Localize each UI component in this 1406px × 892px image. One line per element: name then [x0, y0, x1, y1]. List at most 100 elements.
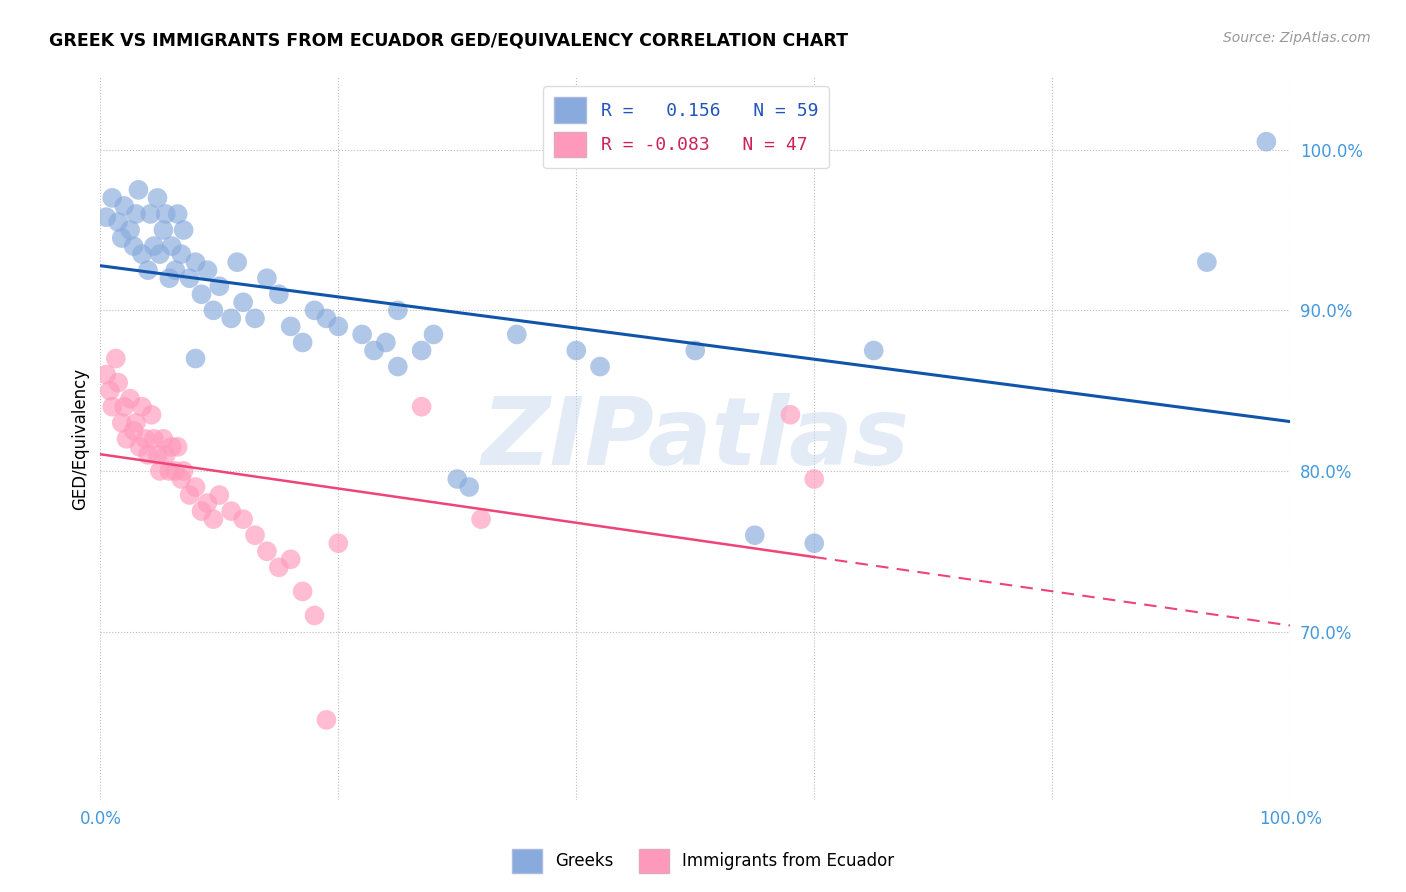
Point [128, 440, 150, 454]
Point [219, 311, 242, 326]
Point [111, 231, 134, 245]
Point [184, 480, 207, 494]
Point [149, 247, 172, 261]
Point [267, 287, 290, 301]
Point [232, 295, 254, 310]
Point [506, 327, 529, 342]
Point [165, 464, 187, 478]
Point [202, 512, 225, 526]
Point [152, 432, 174, 446]
Point [304, 608, 326, 623]
Point [208, 488, 231, 502]
Point [190, 287, 212, 301]
Point [120, 392, 142, 406]
Point [101, 400, 124, 414]
Point [142, 239, 165, 253]
Point [363, 343, 385, 358]
Point [280, 319, 302, 334]
Point [111, 416, 134, 430]
Point [157, 464, 180, 478]
Point [179, 271, 201, 285]
Point [170, 247, 193, 261]
Text: ZIPatlas: ZIPatlas [481, 392, 910, 485]
Point [411, 400, 433, 414]
Point [115, 432, 138, 446]
Point [146, 448, 169, 462]
Point [122, 239, 145, 253]
Point [291, 335, 314, 350]
Point [184, 255, 207, 269]
Point [291, 584, 314, 599]
Text: Source: ZipAtlas.com: Source: ZipAtlas.com [1223, 31, 1371, 45]
Point [142, 432, 165, 446]
Point [280, 552, 302, 566]
Point [166, 440, 188, 454]
Point [173, 223, 195, 237]
Point [173, 464, 195, 478]
Point [202, 303, 225, 318]
Point [112, 400, 135, 414]
Point [166, 207, 188, 221]
Point [136, 263, 159, 277]
Point [422, 327, 444, 342]
Point [1195, 255, 1218, 269]
Point [565, 343, 588, 358]
Point [125, 416, 148, 430]
Point [96, 210, 118, 224]
Point [243, 311, 266, 326]
Point [315, 311, 337, 326]
Point [184, 351, 207, 366]
Point [315, 713, 337, 727]
Point [149, 464, 172, 478]
Legend: R =   0.156   N = 59, R = -0.083   N = 47: R = 0.156 N = 59, R = -0.083 N = 47 [543, 87, 830, 169]
Point [862, 343, 884, 358]
Point [139, 207, 162, 221]
Point [190, 504, 212, 518]
Point [197, 496, 219, 510]
Point [470, 512, 492, 526]
Point [352, 327, 374, 342]
Point [122, 424, 145, 438]
Point [267, 560, 290, 574]
Point [131, 400, 153, 414]
Point [197, 263, 219, 277]
Point [744, 528, 766, 542]
Point [803, 472, 825, 486]
Point [219, 504, 242, 518]
Point [127, 183, 149, 197]
Point [120, 223, 142, 237]
Point [135, 432, 157, 446]
Point [387, 359, 409, 374]
Point [208, 279, 231, 293]
Point [107, 215, 129, 229]
Legend: Greeks, Immigrants from Ecuador: Greeks, Immigrants from Ecuador [505, 842, 901, 880]
Point [101, 191, 124, 205]
Point [155, 207, 177, 221]
Point [98, 384, 121, 398]
Point [141, 408, 163, 422]
Point [243, 528, 266, 542]
Point [104, 351, 127, 366]
Point [136, 448, 159, 462]
Point [779, 408, 801, 422]
Point [155, 448, 177, 462]
Point [226, 255, 249, 269]
Point [152, 223, 174, 237]
Point [803, 536, 825, 550]
Point [170, 472, 193, 486]
Point [179, 488, 201, 502]
Point [157, 271, 180, 285]
Point [96, 368, 118, 382]
Point [125, 207, 148, 221]
Point [165, 263, 187, 277]
Point [256, 544, 278, 558]
Point [131, 247, 153, 261]
Point [458, 480, 481, 494]
Point [160, 239, 183, 253]
Point [446, 472, 468, 486]
Point [374, 335, 396, 350]
Point [107, 376, 129, 390]
Point [232, 512, 254, 526]
Point [1256, 135, 1278, 149]
Point [146, 191, 169, 205]
